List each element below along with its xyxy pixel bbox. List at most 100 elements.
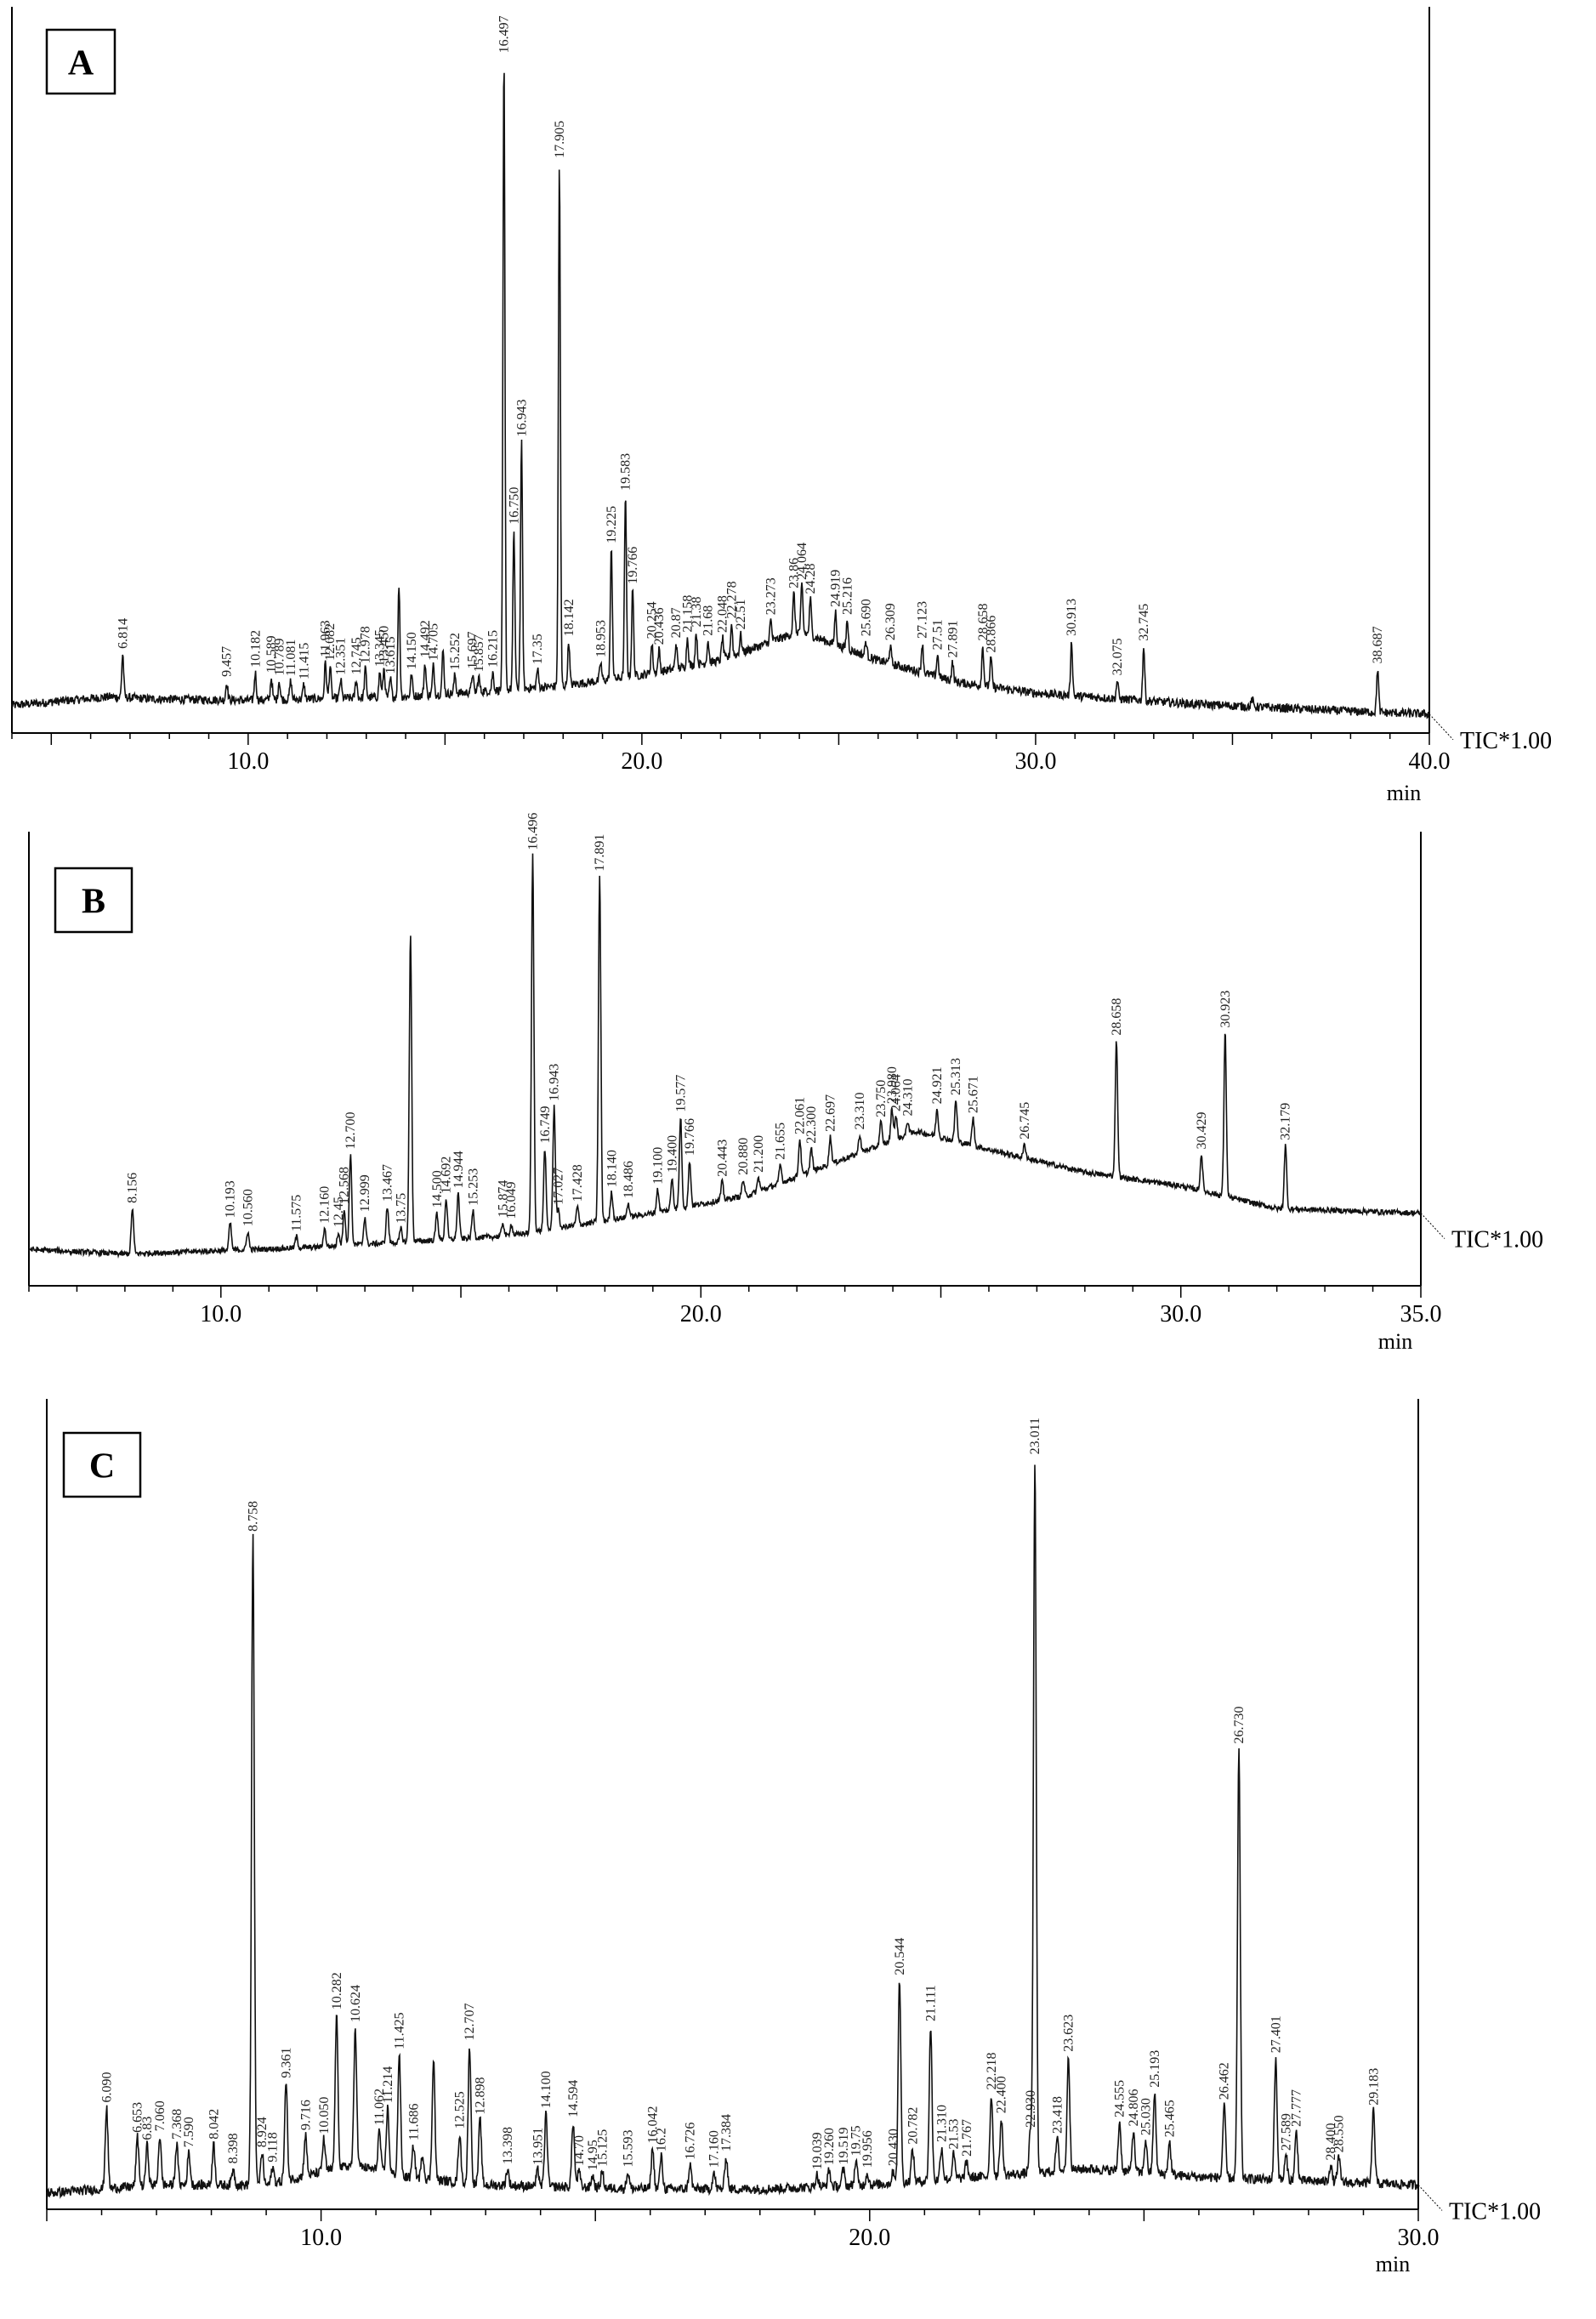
peak-retention-label: 22.278 bbox=[724, 581, 739, 618]
peak-retention-label: 25.690 bbox=[859, 599, 873, 636]
panel-b-label-box bbox=[54, 867, 133, 934]
peak-retention-label: 22.218 bbox=[985, 2053, 999, 2090]
peak-retention-label: 10.182 bbox=[248, 630, 263, 668]
panel-b: 8.156 10.193 10.560 11.575 12.160 12.4512.568… bbox=[28, 813, 1543, 1354]
peak-retention-label: 6.83 bbox=[140, 2117, 155, 2140]
x-tick-label: 10.0 bbox=[227, 748, 269, 775]
peak-retention-label: 12.978 bbox=[359, 626, 373, 663]
peak-retention-label: 24.806 bbox=[1127, 2089, 1141, 2127]
panel-a-label-box bbox=[45, 28, 116, 95]
peak-retention-label: 19.039 bbox=[810, 2132, 825, 2169]
peak-retention-label: 19.519 bbox=[837, 2127, 851, 2164]
peak-retention-label: 12.45 bbox=[332, 1196, 346, 1227]
peak-retention-label: 22.400 bbox=[995, 2076, 1009, 2113]
peak-retention-label: 24.921 bbox=[930, 1066, 945, 1104]
peak-retention-label: 32.745 bbox=[1137, 604, 1151, 641]
peak-retention-label: 7.368 bbox=[170, 2109, 185, 2140]
peak-retention-label: 11.214 bbox=[381, 2066, 395, 2103]
peak-retention-label: 16.2 bbox=[655, 2128, 669, 2151]
peak-retention-label: 14.500 bbox=[430, 1170, 445, 1208]
peak-retention-label: 19.577 bbox=[673, 1075, 688, 1112]
peak-retention-label: 25.671 bbox=[966, 1076, 980, 1113]
peak-retention-label: 9.457 bbox=[220, 646, 235, 677]
peak-retention-label: 12.745 bbox=[349, 637, 364, 674]
peak-retention-label: 24.555 bbox=[1113, 2080, 1127, 2117]
peak-retention-label: 9.118 bbox=[266, 2132, 281, 2162]
x-tick-label: 35.0 bbox=[1400, 1301, 1442, 1327]
panel-a-trace-leader bbox=[1428, 713, 1454, 741]
peak-retention-label: 22.697 bbox=[824, 1094, 838, 1132]
peak-retention-label: 16.215 bbox=[486, 630, 501, 668]
peak-retention-label: 18.140 bbox=[605, 1150, 619, 1187]
peak-retention-label: 12.082 bbox=[323, 623, 338, 661]
peak-retention-label: 23.011 bbox=[1028, 1418, 1042, 1454]
peak-retention-label: 20.443 bbox=[715, 1140, 730, 1177]
peak-retention-label: 13.951 bbox=[531, 2128, 546, 2165]
peak-retention-label: 23.86 bbox=[787, 558, 802, 588]
peak-retention-label: 32.179 bbox=[1279, 1103, 1293, 1140]
panel-c-label-box bbox=[62, 1431, 142, 1498]
peak-retention-label: 22.930 bbox=[1024, 2090, 1038, 2128]
peak-retention-label: 21.655 bbox=[774, 1123, 788, 1160]
panel-b-trace-leader bbox=[1420, 1213, 1445, 1239]
peak-retention-label: 14.692 bbox=[440, 1157, 454, 1194]
peak-retention-label: 21.53 bbox=[947, 2119, 962, 2150]
panel-b-trace-label: TIC*1.00 bbox=[1451, 1227, 1543, 1253]
peak-retention-label: 11.081 bbox=[284, 639, 298, 676]
peak-retention-label: 6.653 bbox=[131, 2102, 145, 2133]
peak-retention-label: 16.943 bbox=[548, 1064, 562, 1101]
peak-retention-label: 27.777 bbox=[1290, 2089, 1304, 2127]
peak-retention-label: 19.766 bbox=[683, 1118, 697, 1156]
peak-retention-label: 24.064 bbox=[889, 1074, 904, 1111]
panel-b-axes bbox=[28, 832, 1422, 1287]
peak-retention-label: 13.467 bbox=[380, 1164, 395, 1202]
panel-a-x-ticks: 10.0 20.0 30.0 40.0 bbox=[11, 733, 1451, 775]
peak-retention-label: 26.745 bbox=[1018, 1102, 1032, 1140]
peak-retention-label: 14.95 bbox=[586, 2140, 600, 2170]
panel-a-trace-label: TIC*1.00 bbox=[1460, 728, 1552, 754]
peak-retention-label: 14.70 bbox=[572, 2135, 587, 2166]
peak-retention-label: 22.51 bbox=[734, 600, 748, 630]
peak-retention-label: 14.492 bbox=[418, 620, 433, 657]
peak-retention-label: 10.624 bbox=[349, 1985, 363, 2022]
peak-retention-label: 14.705 bbox=[427, 623, 441, 661]
peak-retention-label: 8.042 bbox=[207, 2109, 221, 2140]
peak-retention-label: 13.450 bbox=[378, 626, 392, 663]
peak-retention-label: 21.767 bbox=[960, 2119, 974, 2157]
peak-retention-label: 17.35 bbox=[531, 634, 545, 664]
peak-retention-label: 25.216 bbox=[840, 577, 855, 615]
peak-retention-label: 27.51 bbox=[931, 619, 946, 650]
peak-retention-label: 21.68 bbox=[701, 605, 716, 636]
peak-retention-label: 17.160 bbox=[707, 2130, 722, 2168]
peak-retention-label: 13.75 bbox=[394, 1193, 408, 1224]
peak-retention-label: 11.686 bbox=[406, 2104, 421, 2140]
peak-retention-label: 14.594 bbox=[566, 2080, 581, 2117]
peak-retention-label: 15.253 bbox=[466, 1168, 480, 1206]
peak-retention-label: 12.999 bbox=[358, 1174, 372, 1212]
peak-retention-label: 26.462 bbox=[1218, 2062, 1232, 2100]
peak-retention-label: 28.658 bbox=[1110, 998, 1124, 1036]
peak-retention-label: 28.658 bbox=[976, 603, 991, 640]
peak-retention-label: 8.156 bbox=[126, 1173, 140, 1203]
peak-retention-label: 19.400 bbox=[665, 1135, 679, 1173]
peak-retention-label: 15.697 bbox=[466, 632, 480, 669]
peak-retention-label: 16.042 bbox=[645, 2106, 660, 2144]
peak-retention-label: 12.700 bbox=[344, 1111, 358, 1149]
peak-retention-label: 15.857 bbox=[472, 634, 486, 672]
peak-retention-label: 23.273 bbox=[764, 577, 778, 615]
peak-retention-label: 19.583 bbox=[619, 453, 633, 491]
peak-retention-label: 25.193 bbox=[1148, 2050, 1162, 2088]
peak-retention-label: 21.111 bbox=[923, 1985, 938, 2021]
peak-retention-label: 25.313 bbox=[949, 1058, 963, 1095]
peak-retention-label: 10.193 bbox=[224, 1180, 238, 1218]
peak-retention-label: 18.142 bbox=[562, 599, 576, 636]
peak-retention-label: 16.497 bbox=[497, 15, 512, 53]
peak-retention-label: 12.160 bbox=[318, 1186, 332, 1224]
peak-retention-label: 24.919 bbox=[829, 570, 843, 607]
peak-retention-label: 27.123 bbox=[916, 601, 930, 639]
peak-retention-label: 28.866 bbox=[984, 616, 998, 653]
peak-retention-label: 24.310 bbox=[901, 1078, 916, 1116]
x-tick-label: 20.0 bbox=[621, 748, 662, 775]
peak-retention-label: 29.183 bbox=[1366, 2068, 1381, 2106]
